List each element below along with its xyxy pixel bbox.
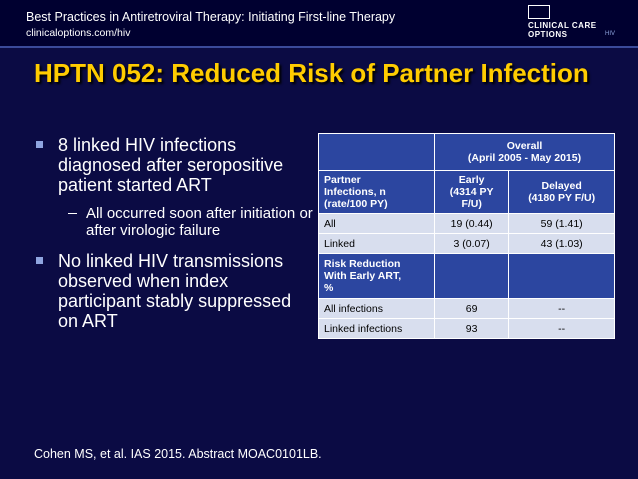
slide-title: HPTN 052: Reduced Risk of Partner Infect… <box>34 58 589 88</box>
table-row: Partner Infections, n (rate/100 PY) Early (4… <box>318 170 615 214</box>
table-cell: 69 <box>433 298 510 319</box>
table-cell: 3 (0.07) <box>433 233 510 254</box>
table-cell: -- <box>508 318 615 339</box>
bullet-text: No linked HIV transmissions observed whe… <box>58 251 292 331</box>
table-row: All 19 (0.44) 59 (1.41) <box>318 213 615 234</box>
table-cell: Overall (April 2005 - May 2015) <box>434 133 615 171</box>
table-cell: All <box>318 213 435 234</box>
cell-line: (4180 PY F/U) <box>528 192 596 204</box>
table-cell: 59 (1.41) <box>508 213 615 234</box>
cell-line: Early <box>458 174 485 186</box>
table-row: All infections 69 -- <box>318 298 615 319</box>
cell-line: Infections, n <box>324 186 386 198</box>
header-url: clinicaloptions.com/hiv <box>26 27 131 39</box>
table-row: Overall (April 2005 - May 2015) <box>318 133 615 171</box>
cell-line: (rate/100 PY) <box>324 198 388 210</box>
bullet: No linked HIV transmissions observed whe… <box>36 251 313 331</box>
table-cell: Early (4314 PY F/U) <box>433 170 510 214</box>
header-bar <box>0 0 638 48</box>
table-cell: Linked infections <box>318 318 435 339</box>
table-cell: Partner Infections, n (rate/100 PY) <box>318 170 435 214</box>
table-cell: 19 (0.44) <box>433 213 510 234</box>
table-cell: 93 <box>433 318 510 339</box>
table-cell <box>508 253 615 299</box>
cell-line: (4314 PY <box>449 186 494 198</box>
header-title: Best Practices in Antiretroviral Therapy… <box>26 10 396 24</box>
logo-icon <box>528 5 550 19</box>
table-cell: Risk Reduction With Early ART,% <box>318 253 435 299</box>
logo: CLINICAL CARE OPTIONS <box>528 21 597 39</box>
cell-line: F/U) <box>461 198 482 210</box>
table-row: Linked infections 93 -- <box>318 318 615 339</box>
cell-line: Risk Reduction <box>324 258 401 270</box>
table-cell: -- <box>508 298 615 319</box>
cell-line: Delayed <box>541 180 582 192</box>
data-table: Overall (April 2005 - May 2015) Partner Inf… <box>318 133 615 339</box>
table-cell: 43 (1.03) <box>508 233 615 254</box>
cell-line: % <box>324 282 334 294</box>
bullet-list: 8 linked HIV infections diagnosed after … <box>36 135 313 343</box>
cell-line: (April 2005 - May 2015) <box>467 152 582 164</box>
cell-line: Partner <box>324 174 361 186</box>
table-row: Risk Reduction With Early ART,% <box>318 253 615 299</box>
logo-sub: HIV <box>605 31 616 37</box>
table-cell: Linked <box>318 233 435 254</box>
table-row: Linked 3 (0.07) 43 (1.03) <box>318 233 615 254</box>
bullet-text: 8 linked HIV infections diagnosed after … <box>58 135 284 195</box>
cell-line: Overall <box>506 140 543 152</box>
table-cell <box>433 253 510 299</box>
table-cell <box>318 133 435 171</box>
footnote: Cohen MS, et al. IAS 2015. Abstract MOAC… <box>34 447 322 461</box>
table-cell: Delayed (4180 PY F/U) <box>508 170 615 214</box>
sub-bullet: All occurred soon after initiation or af… <box>68 205 313 239</box>
cell-line: With Early ART, <box>324 270 402 282</box>
bullet: 8 linked HIV infections diagnosed after … <box>36 135 313 239</box>
table-cell: All infections <box>318 298 435 319</box>
